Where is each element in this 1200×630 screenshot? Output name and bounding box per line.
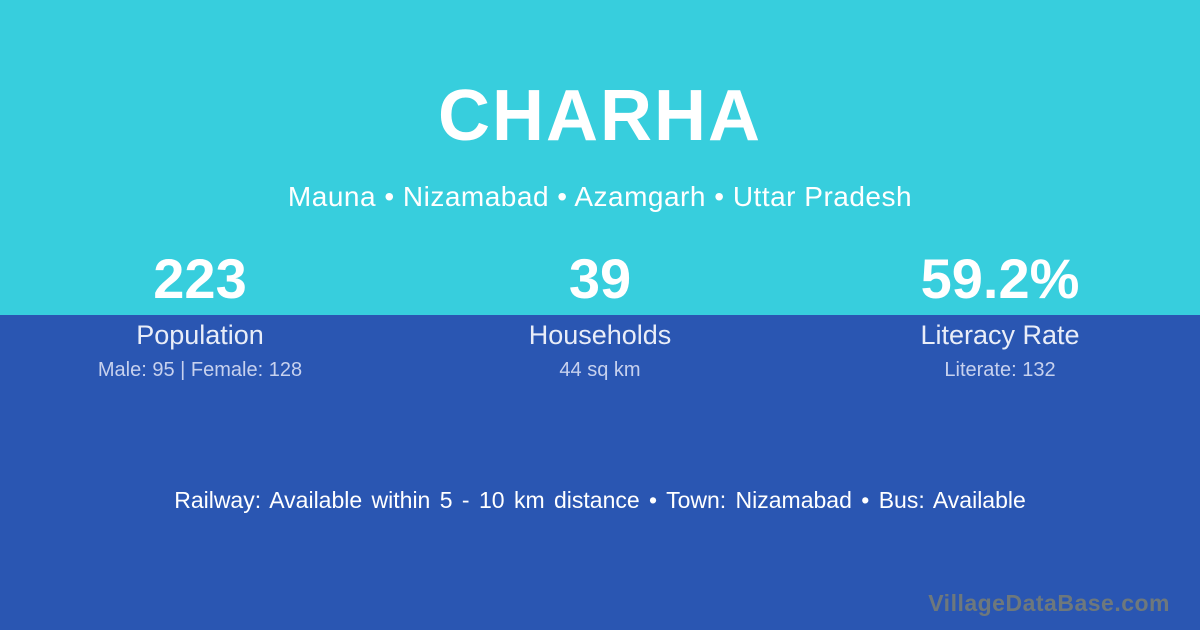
population-detail: Male: 95 | Female: 128 — [97, 359, 303, 381]
households-value: 39 — [568, 247, 632, 310]
stat-literacy-rate: 59.2% Literacy Rate Literate: 132 — [800, 243, 1200, 384]
literacy-rate-detail: Literate: 132 — [944, 359, 1056, 381]
population-label: Population — [136, 320, 264, 350]
bottom-section — [0, 315, 1200, 630]
village-name-title: CHARHA — [438, 76, 762, 156]
top-section: CHARHA Mauna • Nizamabad • Azamgarh • Ut… — [0, 0, 1200, 315]
literacy-rate-value: 59.2% — [920, 247, 1080, 310]
stats-row: 223 Population Male: 95 | Female: 128 39… — [0, 243, 1200, 384]
households-detail: 44 sq km — [559, 359, 641, 381]
literacy-rate-label: Literacy Rate — [920, 320, 1080, 350]
households-label: Households — [528, 320, 672, 350]
stat-population: 223 Population Male: 95 | Female: 128 — [0, 243, 400, 384]
amenities-line: Railway: Available within 5 - 10 km dist… — [174, 487, 1026, 513]
watermark-text: VillageDataBase.com — [928, 590, 1170, 616]
stat-households: 39 Households 44 sq km — [400, 243, 800, 384]
population-value: 223 — [153, 247, 247, 310]
location-breadcrumb: Mauna • Nizamabad • Azamgarh • Uttar Pra… — [287, 181, 913, 212]
